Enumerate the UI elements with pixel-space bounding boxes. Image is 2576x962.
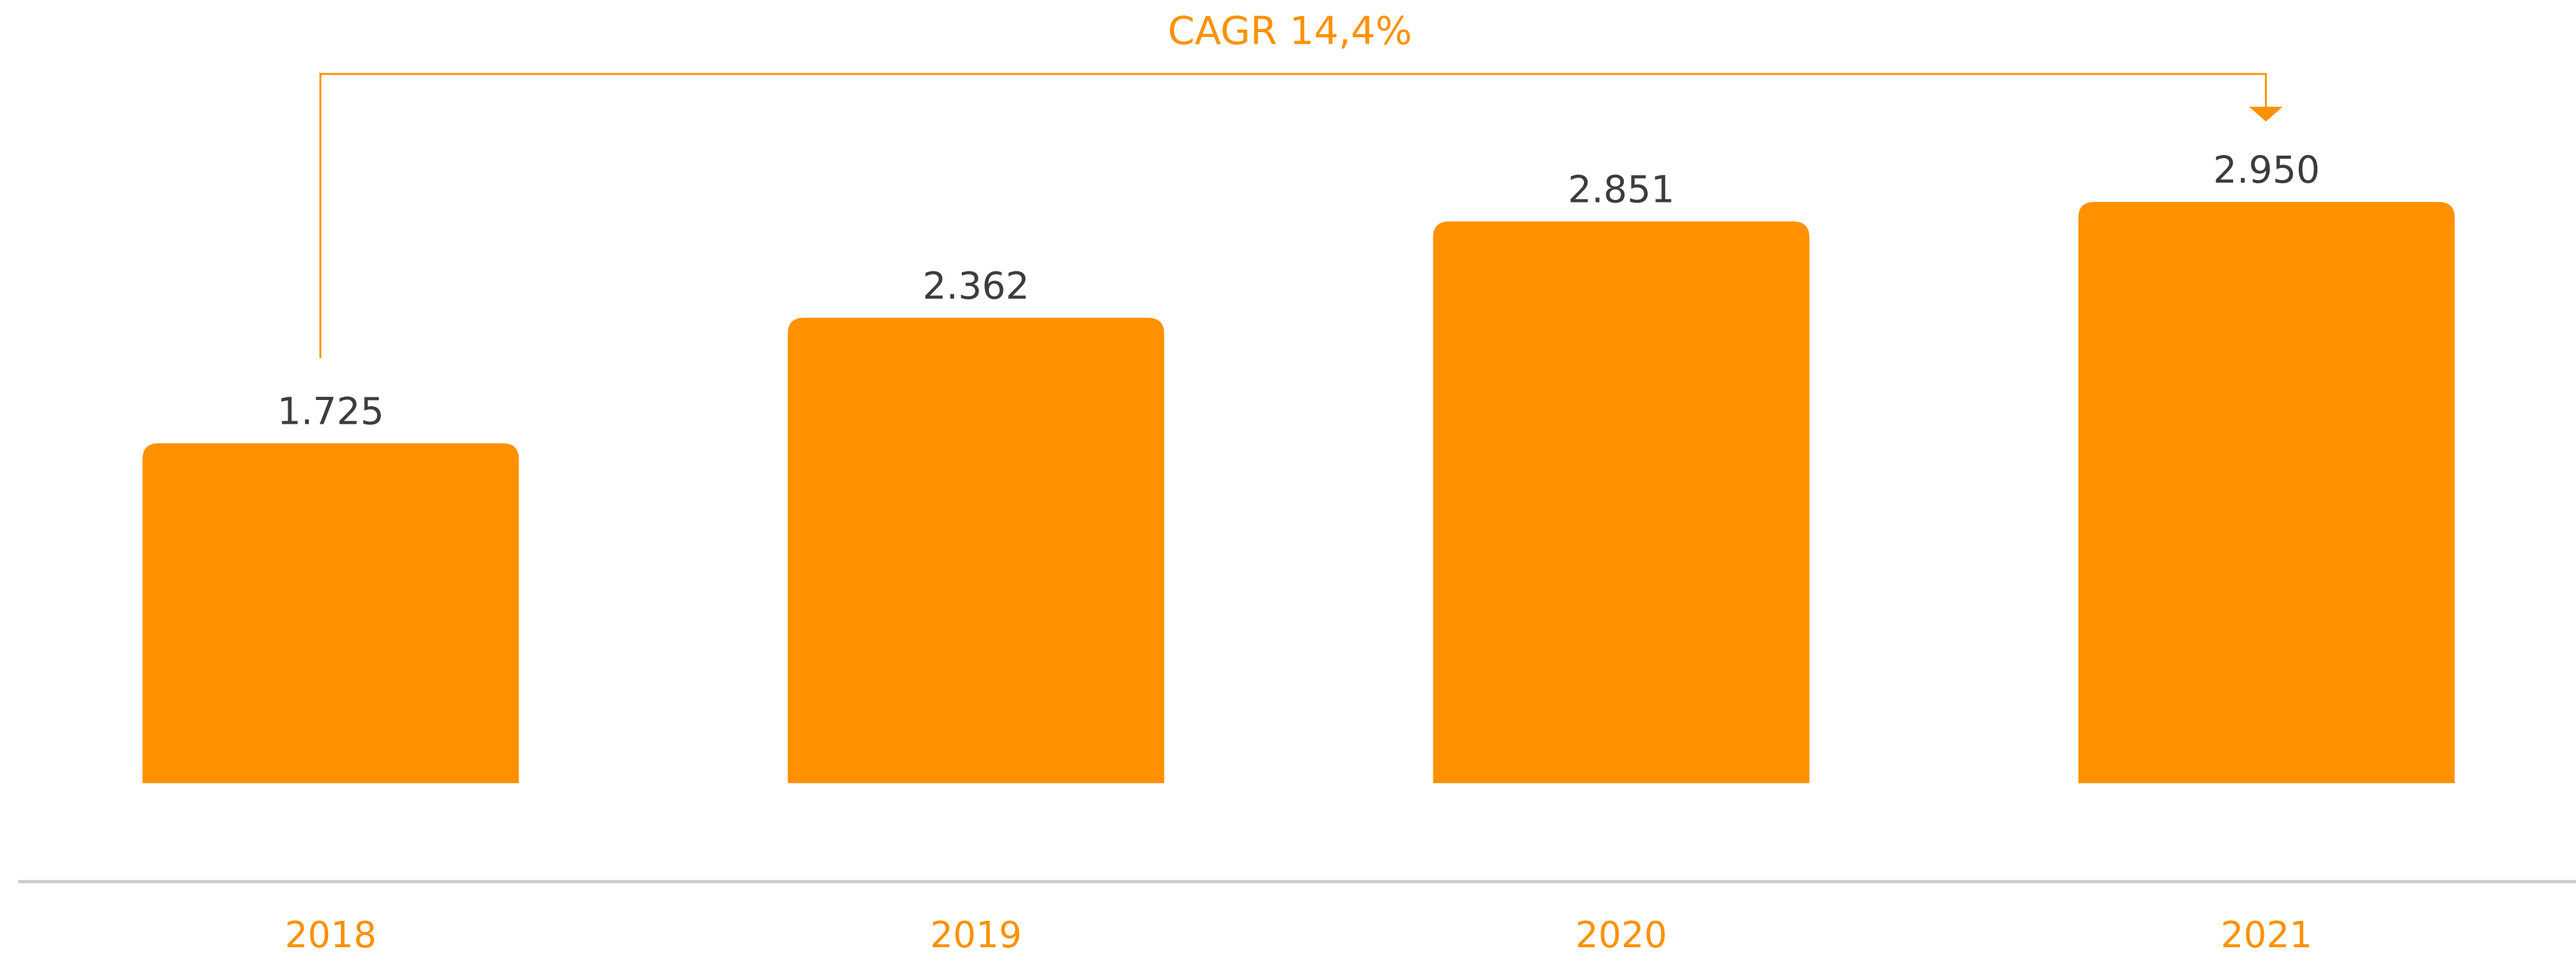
bar (1433, 221, 1810, 783)
x-tick-label: 2019 (930, 914, 1022, 956)
x-tick-label: 2020 (1576, 914, 1668, 956)
bar (2078, 202, 2455, 783)
x-tick-label: 2021 (2221, 914, 2313, 956)
value-label: 2.851 (1568, 167, 1675, 211)
cagr-arrowhead (2249, 107, 2283, 122)
x-tick-label: 2018 (285, 914, 377, 956)
cagr-annotation: CAGR 14,4% (1168, 9, 1412, 54)
cagr-bracket (319, 73, 2267, 358)
value-label: 2.362 (923, 264, 1029, 307)
bar (787, 318, 1164, 783)
value-label: 2.950 (2213, 148, 2320, 192)
value-label: 1.725 (277, 389, 384, 433)
bar (142, 443, 519, 783)
